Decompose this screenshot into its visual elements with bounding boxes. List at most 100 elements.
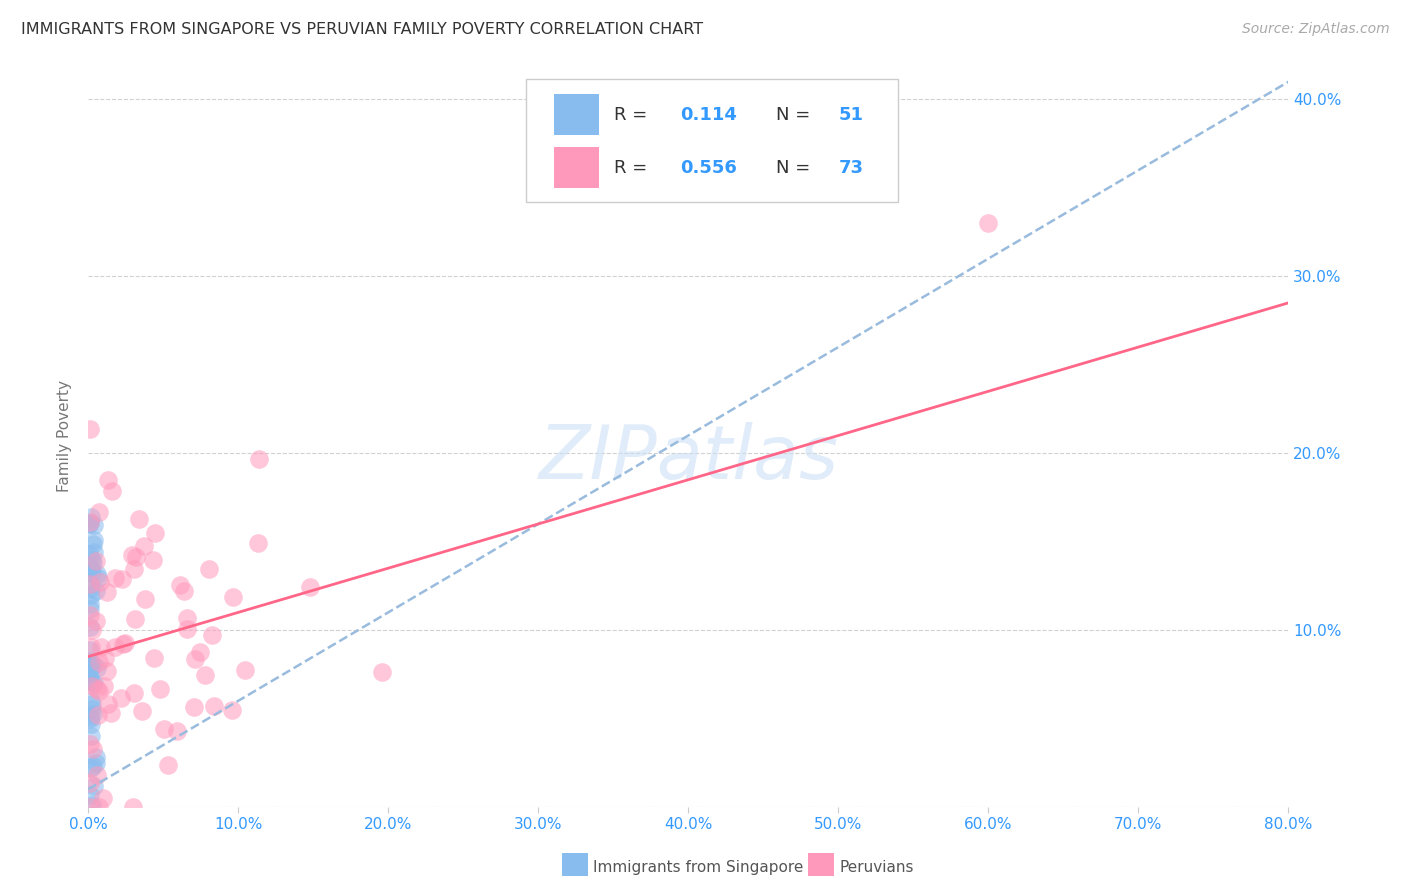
Point	[80, 716, 103, 731]
Point	[153, 723, 176, 737]
Point	[83, 533, 105, 548]
Point	[100, 706, 122, 721]
Point	[82, 536, 104, 550]
Point	[79, 709, 101, 723]
Point	[79, 661, 101, 675]
Point	[82, 759, 104, 773]
Point	[83, 517, 105, 532]
Text: 0.114: 0.114	[681, 106, 737, 124]
Point	[79, 788, 101, 802]
Point	[142, 651, 165, 665]
Point	[84, 750, 107, 764]
Point	[233, 664, 256, 678]
Point	[82, 679, 104, 693]
Point	[77, 657, 100, 671]
Point	[183, 652, 205, 666]
Point	[79, 515, 101, 529]
Point	[82, 658, 104, 673]
Point	[134, 591, 156, 606]
Point	[97, 473, 120, 487]
Point	[79, 581, 101, 595]
Point	[169, 578, 191, 592]
Point	[89, 505, 111, 519]
Point	[89, 684, 111, 698]
Point	[122, 561, 145, 575]
Point	[202, 699, 225, 714]
Point	[80, 797, 103, 812]
Point	[79, 576, 101, 591]
Point	[89, 655, 111, 669]
Text: IMMIGRANTS FROM SINGAPORE VS PERUVIAN FAMILY POVERTY CORRELATION CHART: IMMIGRANTS FROM SINGAPORE VS PERUVIAN FA…	[21, 22, 703, 37]
Point	[87, 571, 110, 585]
Point	[79, 692, 101, 706]
Point	[131, 704, 153, 718]
Point	[198, 562, 221, 576]
Point	[80, 729, 103, 743]
Point	[110, 691, 132, 706]
Point	[104, 571, 127, 585]
Point	[84, 615, 107, 629]
Point	[80, 624, 103, 638]
Point	[87, 708, 110, 723]
Point	[79, 516, 101, 530]
Text: Source: ZipAtlas.com: Source: ZipAtlas.com	[1241, 22, 1389, 37]
Text: 0.556: 0.556	[681, 159, 737, 177]
Point	[82, 742, 104, 756]
Point	[79, 760, 101, 774]
Point	[77, 559, 100, 574]
Text: ZIPatlas: ZIPatlas	[538, 422, 838, 494]
Point	[79, 422, 101, 436]
Point	[122, 686, 145, 700]
Point	[97, 697, 120, 711]
Point	[86, 768, 108, 782]
Point	[96, 664, 118, 678]
Point	[93, 679, 115, 693]
Point	[86, 661, 108, 675]
Point	[121, 548, 143, 562]
Point	[80, 702, 103, 716]
Point	[79, 607, 101, 622]
Text: R =: R =	[614, 106, 652, 124]
Point	[188, 645, 211, 659]
Point	[221, 703, 243, 717]
Point	[201, 627, 224, 641]
Point	[82, 556, 104, 570]
Point	[80, 697, 103, 711]
Point	[89, 574, 111, 589]
Point	[246, 536, 269, 550]
Point	[79, 577, 101, 591]
Text: N =: N =	[776, 159, 815, 177]
Text: 51: 51	[838, 106, 863, 124]
Point	[80, 588, 103, 602]
Point	[82, 553, 104, 567]
Point	[80, 675, 103, 690]
FancyBboxPatch shape	[526, 78, 898, 202]
Point	[86, 756, 108, 770]
Point	[247, 451, 270, 466]
Point	[128, 512, 150, 526]
Point	[176, 610, 198, 624]
Point	[93, 790, 115, 805]
Text: Immigrants from Singapore: Immigrants from Singapore	[593, 861, 804, 875]
Point	[83, 676, 105, 690]
Point	[134, 539, 156, 553]
Point	[143, 525, 166, 540]
Point	[83, 779, 105, 793]
Point	[79, 665, 101, 680]
Point	[79, 619, 101, 633]
Point	[183, 700, 205, 714]
Point	[79, 673, 101, 688]
Point	[87, 800, 110, 814]
Point	[298, 581, 321, 595]
Point	[124, 612, 146, 626]
Point	[77, 672, 100, 686]
Point	[94, 650, 117, 665]
Point	[176, 622, 198, 636]
Point	[104, 640, 127, 655]
Point	[90, 640, 112, 655]
Point	[80, 640, 103, 654]
Point	[157, 758, 180, 772]
Point	[82, 657, 104, 672]
Text: 73: 73	[838, 159, 863, 177]
Bar	[554, 95, 599, 136]
